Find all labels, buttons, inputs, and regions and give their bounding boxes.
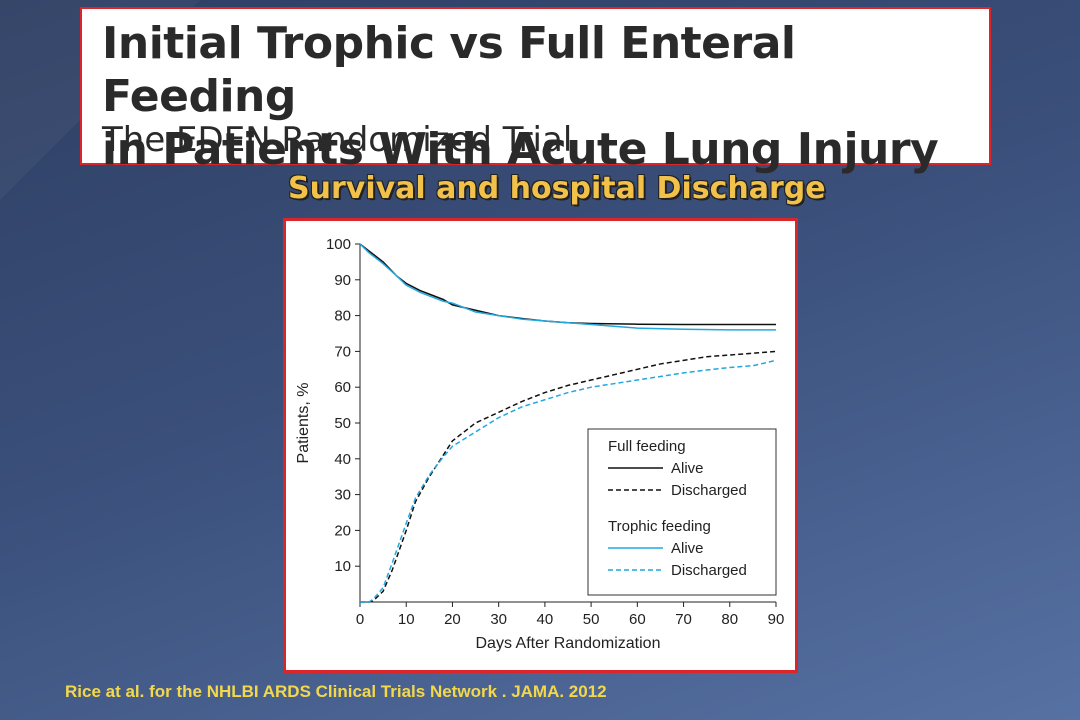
survival-chart: 10 20 30 40 50 60 70 80 90 100 0 10 20 30 40 50 60 70 80 90… (295, 236, 785, 652)
x-tick-label: 50 (583, 611, 600, 628)
x-tick-label: 90 (768, 611, 785, 628)
y-tick-label: 90 (334, 272, 351, 289)
y-tick-label: 20 (334, 522, 351, 539)
section-subtitle: Survival and hospital Discharge (288, 171, 826, 206)
series-line-1 (360, 350, 777, 603)
x-tick-label: 20 (444, 611, 461, 628)
title-panel: Initial Trophic vs Full Enteral Feeding … (80, 7, 991, 175)
x-tick-label: 30 (490, 611, 507, 628)
series-line-0 (359, 243, 776, 326)
x-tick-label: 0 (356, 611, 364, 628)
y-tick-label: 100 (326, 236, 351, 253)
x-tick-label: 60 (629, 611, 646, 628)
legend-group-title: Full feeding (608, 438, 686, 455)
legend-entry-label: Discharged (671, 562, 747, 579)
x-tick-label: 40 (537, 611, 554, 628)
y-axis-title: Patients, % (295, 383, 312, 464)
slide-title-subtitle: The EDEN Randomized Trial (102, 120, 573, 160)
x-tick-label: 70 (675, 611, 692, 628)
y-tick-label: 70 (334, 343, 351, 360)
legend-group-title: Trophic feeding (608, 518, 711, 535)
series-line-2 (359, 243, 776, 331)
slide-title-line-1: Initial Trophic vs Full Enteral Feeding (102, 18, 796, 122)
y-tick-label: 80 (334, 308, 351, 325)
y-tick-label: 10 (334, 558, 351, 575)
legend-entry-label: Alive (671, 540, 704, 557)
legend-box (587, 428, 777, 596)
legend-entry-label: Discharged (671, 482, 747, 499)
y-tick-label: 30 (334, 487, 351, 504)
series-line-3 (360, 359, 777, 603)
y-tick-label: 40 (334, 451, 351, 468)
chart-panel: 10 20 30 40 50 60 70 80 90 100 0 10 20 30 40 50 60 70 80 90… (283, 218, 798, 673)
y-tick-label: 60 (334, 379, 351, 396)
y-tick-label: 50 (334, 415, 351, 432)
legend-entry-label: Alive (671, 460, 704, 477)
slide-title-line-2: in Patients With Acute Lung Injury (102, 124, 939, 175)
slide-title: Initial Trophic vs Full Enteral Feeding … (102, 17, 989, 176)
x-tick-label: 10 (398, 611, 415, 628)
x-axis-title: Days After Randomization (476, 635, 661, 652)
x-tick-label: 80 (721, 611, 738, 628)
citation: Rice at al. for the NHLBI ARDS Clinical … (65, 682, 607, 701)
